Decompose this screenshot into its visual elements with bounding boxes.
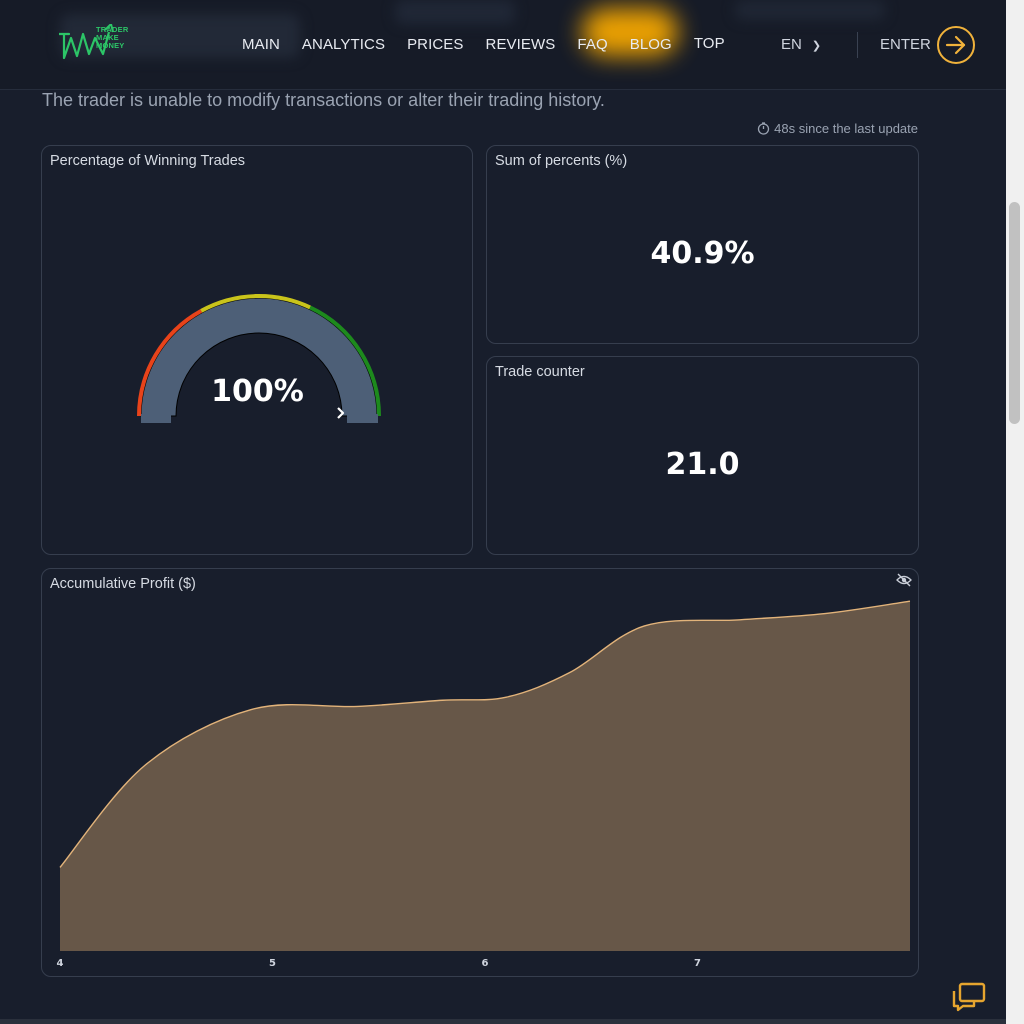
arrow-right-icon [945, 35, 966, 55]
profit-chart-card: Accumulative Profit ($) 4 5 6 7 [41, 568, 919, 977]
header-divider [857, 32, 858, 58]
last-update: 48s since the last update [757, 121, 918, 136]
logo-line-3: MONEY [96, 41, 125, 50]
x-tick-label: 6 [482, 958, 489, 969]
blurred-banner [60, 14, 300, 58]
blog-highlight-glow [582, 8, 678, 56]
profit-chart-title: Accumulative Profit ($) [50, 576, 196, 592]
nav-faq[interactable]: FAQ [577, 36, 608, 53]
trade-counter-card: Trade counter 21.0 [486, 356, 919, 555]
x-tick-label: 7 [694, 958, 701, 969]
gauge-low-segment [137, 309, 203, 417]
winning-trades-title: Percentage of Winning Trades [50, 153, 246, 169]
chat-icon[interactable] [952, 982, 986, 1012]
nav-analytics[interactable]: ANALYTICS [301, 36, 386, 53]
scrollbar-thumb[interactable] [1009, 202, 1020, 424]
gauge-track [140, 297, 378, 417]
chevron-down-icon: ❯ [811, 40, 822, 52]
blurred-banner-3 [735, 0, 885, 20]
trade-counter-title: Trade counter [495, 364, 585, 380]
gauge-high-segment [309, 305, 381, 417]
winning-percent-value: 100% [211, 374, 304, 409]
x-tick-label: 5 [269, 958, 276, 969]
sum-percents-value: 40.9% [650, 236, 755, 271]
enter-button[interactable] [937, 26, 975, 64]
nav-prices[interactable]: PRICES [407, 36, 464, 53]
gauge-left-foot [141, 414, 171, 423]
nav-top[interactable]: TOP [693, 35, 725, 52]
winning-gauge [137, 294, 381, 423]
top-header: TRADER MAKE MONEY MAIN ANALYTICS PRICES … [0, 0, 1006, 90]
scrollbar-track[interactable] [1006, 0, 1024, 1024]
language-selector[interactable]: EN ❯ [781, 36, 821, 53]
main-nav: MAIN ANALYTICS PRICES REVIEWS FAQ BLOG T… [242, 35, 747, 53]
page-subtitle: The trader is unable to modify transacti… [42, 90, 605, 110]
gauge-right-foot [347, 414, 378, 423]
last-update-text: 48s since the last update [774, 121, 918, 136]
timer-icon [758, 122, 770, 135]
x-tick-label: 4 [57, 958, 64, 969]
enter-label[interactable]: ENTER [880, 36, 931, 53]
profit-area-chart: 4 5 6 7 [57, 600, 911, 969]
nav-main[interactable]: MAIN [242, 36, 280, 53]
logo-icon[interactable] [42, 24, 132, 66]
gauge-mid-segment [200, 294, 311, 313]
profit-series-line [59, 600, 911, 868]
winning-trades-card: Percentage of Winning Trades 100% [41, 145, 473, 555]
language-label: EN [781, 36, 802, 53]
nav-reviews[interactable]: REVIEWS [485, 36, 556, 53]
logo-line-2: MAKE [96, 33, 119, 42]
bottom-strip [0, 1019, 1006, 1024]
gauge-pointer-icon [337, 407, 345, 419]
blurred-banner-2 [395, 0, 515, 24]
profit-area-fill [60, 601, 910, 951]
sum-percents-card: Sum of percents (%) 40.9% [486, 145, 919, 344]
logo-text: TRADER MAKE MONEY [96, 26, 128, 50]
sum-percents-title: Sum of percents (%) [495, 153, 628, 169]
logo-line-1: TRADER [96, 25, 129, 34]
hide-eye-icon[interactable] [896, 573, 912, 587]
nav-blog[interactable]: BLOG [629, 36, 672, 53]
trade-counter-value: 21.0 [665, 447, 740, 482]
